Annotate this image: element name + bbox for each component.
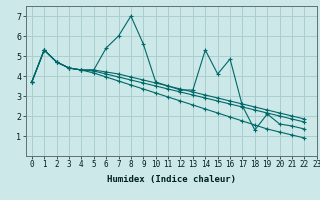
X-axis label: Humidex (Indice chaleur): Humidex (Indice chaleur) <box>107 175 236 184</box>
